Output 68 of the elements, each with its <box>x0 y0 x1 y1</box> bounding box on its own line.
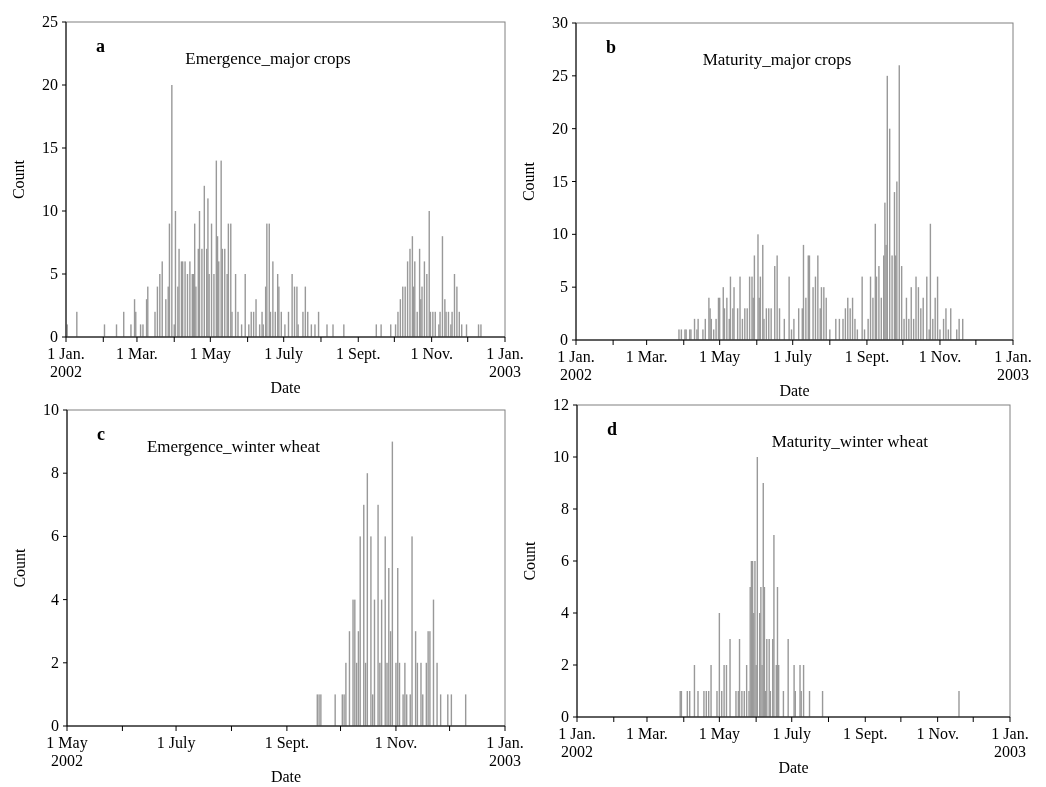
annotation: a <box>96 36 105 56</box>
y-tick-label: 5 <box>50 265 58 282</box>
y-tick-label: 0 <box>50 328 58 345</box>
y-tick-label: 5 <box>560 278 568 296</box>
x-tick-label: 1 Nov. <box>410 345 453 362</box>
y-tick-label: 10 <box>553 448 569 465</box>
x-tick-label: 1 Mar. <box>626 725 668 742</box>
x-tick-label: 1 Nov. <box>916 725 959 742</box>
x-tick-label: 1 Mar. <box>625 348 668 365</box>
text: Emergence_major crops <box>185 49 351 68</box>
x-tick-label: 1 May <box>699 348 741 366</box>
y-tick-label: 2 <box>561 656 569 673</box>
x-tick-label: 1 May <box>698 725 741 743</box>
y-tick-label: 8 <box>561 500 569 517</box>
x-tick-label: 1 Jan. 2002 <box>558 725 596 760</box>
text: Maturity_major crops <box>702 50 852 69</box>
x-tick-label: 1 Sept. <box>844 348 890 366</box>
y-tick-label: 8 <box>51 464 59 482</box>
annotation: c <box>97 424 105 444</box>
x-tick-label: 1 Jan. 2002 <box>47 345 85 380</box>
x-axis-title: Date <box>270 379 301 396</box>
annotation: b <box>606 37 617 57</box>
y-tick-label: 25 <box>42 13 58 30</box>
y-tick-label: 25 <box>552 66 568 84</box>
y-tick-label: 4 <box>51 590 59 608</box>
y-tick-label: 2 <box>51 653 59 671</box>
y-tick-label: 6 <box>51 527 59 545</box>
x-tick-label: 1 Nov. <box>374 734 418 751</box>
y-tick-label: 30 <box>552 14 568 31</box>
x-tick-label: 1 Jan. 2003 <box>486 345 524 380</box>
y-tick-label: 6 <box>561 552 569 569</box>
y-tick-label: 20 <box>42 76 58 93</box>
text: Maturity_winter wheat <box>771 432 929 451</box>
y-tick-label: 20 <box>552 119 568 137</box>
x-tick-label: 1 Jan. 2002 <box>557 348 595 383</box>
y-tick-label: 0 <box>51 717 59 734</box>
x-tick-label: 1 July <box>264 345 304 363</box>
y-axis-title: Count <box>520 161 537 202</box>
y-tick-label: 10 <box>43 401 59 418</box>
x-tick-label: 1 May 2002 <box>46 734 88 769</box>
x-tick-label: 1 July <box>773 348 813 366</box>
x-tick-label: 1 May <box>189 345 231 363</box>
x-tick-label: 1 Sept. <box>843 725 888 743</box>
y-tick-label: 4 <box>561 604 569 621</box>
y-tick-label: 10 <box>552 225 568 243</box>
y-tick-label: 15 <box>552 172 568 190</box>
x-axis-title: Date <box>779 382 810 399</box>
x-axis-title: Date <box>778 759 809 776</box>
y-tick-label: 10 <box>42 202 58 219</box>
x-tick-label: 1 Nov. <box>918 348 962 365</box>
x-tick-label: 1 Jan. 2003 <box>486 734 524 769</box>
y-axis-title: Count <box>521 540 538 581</box>
x-axis-title: Date <box>270 768 302 785</box>
y-tick-label: 0 <box>561 708 569 725</box>
x-tick-label: 1 Jan. 2003 <box>991 725 1029 760</box>
x-tick-label: 1 Sept. <box>336 345 381 363</box>
y-tick-label: 12 <box>553 396 569 413</box>
annotation: d <box>607 419 618 439</box>
x-tick-label: 1 July <box>156 734 196 752</box>
x-tick-label: 1 Mar. <box>116 345 158 362</box>
y-axis-title: Count <box>10 159 27 200</box>
x-tick-label: 1 Sept. <box>264 734 310 752</box>
y-axis-title: Count <box>11 547 28 588</box>
y-tick-label: 15 <box>42 139 58 156</box>
x-tick-label: 1 Jan. 2003 <box>994 348 1032 383</box>
y-tick-label: 0 <box>560 331 568 348</box>
text: Emergence_winter wheat <box>146 437 321 456</box>
x-tick-label: 1 July <box>772 725 812 743</box>
